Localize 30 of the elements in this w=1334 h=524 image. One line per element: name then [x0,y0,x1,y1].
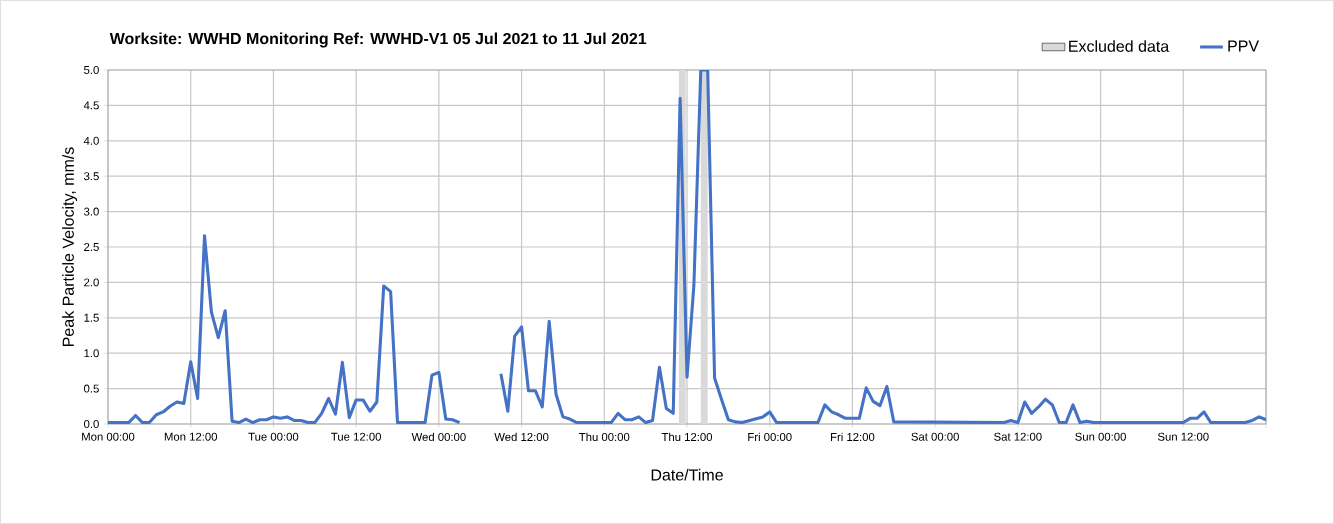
y-tick-label: 1.0 [84,349,99,358]
x-tick-label: Thu 00:00 [579,432,630,442]
x-tick-label: Fri 00:00 [748,432,792,442]
y-tick-label: 4.5 [83,101,99,110]
y-tick-label: 4.0 [83,136,99,145]
x-tick-label: Tue 12:00 [331,432,381,441]
x-tick-label: Mon 12:00 [164,432,218,441]
x-axis-title: Date/Time [651,468,723,481]
y-axis-title: Peak Particle Velocity, mm/s [62,147,78,346]
x-tick-label: Tue 00:00 [248,432,299,441]
x-tick-label: Mon 00:00 [82,432,135,441]
y-tick-label: 3.0 [83,207,99,216]
chart-title: Worksite: WWHD Monitoring Ref: WWHD-V1 05 Jul 2021 to 11 Jul 2021 [109,32,647,48]
y-tick-label: 0.5 [83,384,99,393]
x-tick-label: Sun 12:00 [1157,432,1209,441]
x-tick-label: Sat 12:00 [994,432,1042,441]
x-tick-label: Wed 12:00 [494,432,549,442]
legend-label: PPV [1228,40,1259,52]
y-tick-label: 0.0 [83,419,99,428]
y-tick-label: 2.5 [84,242,99,251]
legend-label: Excluded data [1069,40,1170,52]
x-tick-label: Wed 00:00 [411,432,466,442]
y-tick-label: 2.0 [84,278,99,287]
y-tick-label: 3.5 [83,172,99,181]
y-tick-label: 1.5 [84,313,99,322]
x-tick-label: Thu 12:00 [661,432,713,442]
x-tick-label: Sat 00:00 [911,432,959,441]
x-tick-label: Fri 12:00 [830,432,875,442]
x-tick-label: Sun 00:00 [1075,432,1126,441]
y-tick-label: 5.0 [84,65,99,74]
